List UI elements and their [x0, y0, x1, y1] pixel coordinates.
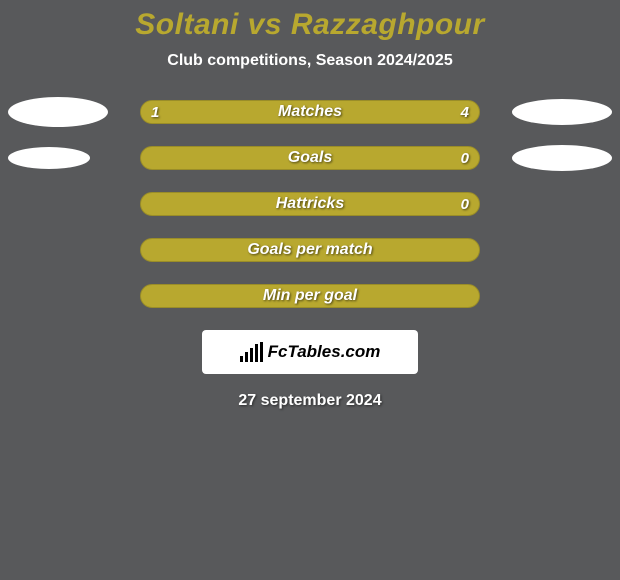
stat-row: 14Matches	[0, 100, 620, 124]
bar-label: Min per goal	[141, 285, 479, 307]
stat-rows: 14Matches 0Goals 0Hattricks Goals per match…	[0, 100, 620, 308]
subtitle: Club competitions, Season 2024/2025	[0, 52, 620, 70]
stat-bar: Min per goal	[140, 284, 480, 308]
logo-box: FcTables.com	[202, 330, 418, 374]
stat-bar: Goals per match	[140, 238, 480, 262]
right-ellipse	[512, 99, 612, 125]
stat-row: Min per goal	[0, 284, 620, 308]
content: Soltani vs Razzaghpour Club competitions…	[0, 0, 620, 410]
date-text: 27 september 2024	[0, 392, 620, 410]
bar-label: Goals per match	[141, 239, 479, 261]
stat-row: 0Hattricks	[0, 192, 620, 216]
right-ellipse	[512, 145, 612, 171]
stat-bar: 0Goals	[140, 146, 480, 170]
bar-label: Matches	[141, 101, 479, 123]
stat-row: 0Goals	[0, 146, 620, 170]
page-title: Soltani vs Razzaghpour	[0, 8, 620, 42]
stat-bar: 0Hattricks	[140, 192, 480, 216]
logo-text: FcTables.com	[268, 342, 381, 362]
bar-label: Hattricks	[141, 193, 479, 215]
left-ellipse	[8, 147, 90, 169]
left-ellipse	[8, 97, 108, 127]
bar-chart-icon	[240, 342, 264, 362]
bar-label: Goals	[141, 147, 479, 169]
stat-bar: 14Matches	[140, 100, 480, 124]
stat-row: Goals per match	[0, 238, 620, 262]
